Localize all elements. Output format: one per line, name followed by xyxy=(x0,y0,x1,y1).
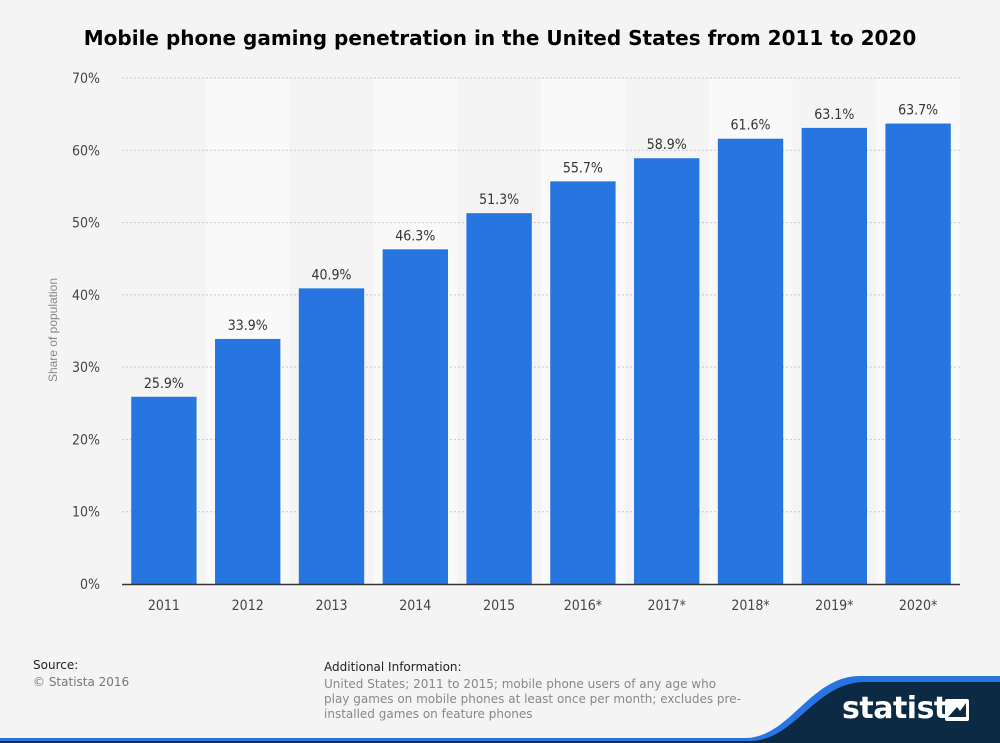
y-tick-label: 30% xyxy=(72,360,100,376)
chart-title: Mobile phone gaming penetration in the U… xyxy=(83,26,917,50)
bar-2019* xyxy=(801,127,867,585)
bar-value-label: 40.9% xyxy=(311,267,351,283)
y-tick-label: 50% xyxy=(72,216,100,232)
bar-2016* xyxy=(550,181,616,584)
bar-2017* xyxy=(634,158,700,585)
bars xyxy=(131,123,951,585)
bar-value-label: 33.9% xyxy=(228,318,268,334)
y-tick-label: 70% xyxy=(72,71,100,87)
bar-value-labels: 25.9% 33.9% 40.9% 46.3% 51.3% 55.7% 58.9% 61.6%… xyxy=(144,103,938,392)
bar-2015 xyxy=(466,213,532,584)
bar-value-label: 46.3% xyxy=(395,228,435,244)
source-label: Source: xyxy=(33,658,79,672)
additional-info-label: Additional Information: xyxy=(324,660,462,674)
bar-2013 xyxy=(298,288,365,584)
brand-dark-band xyxy=(0,682,1000,743)
x-tick-label: 2014 xyxy=(399,598,431,614)
bar-2018* xyxy=(717,138,784,584)
x-tick-label: 2019* xyxy=(815,598,853,614)
bar-2014 xyxy=(382,249,448,584)
y-axis-title: Share of population xyxy=(46,278,60,382)
bar-2020* xyxy=(885,123,951,584)
bar-value-label: 25.9% xyxy=(144,376,184,392)
bar-chart: 25.9% 33.9% 40.9% 46.3% 51.3% 55.7% 58.9% 61.6%… xyxy=(46,71,960,614)
bar-2011 xyxy=(131,396,197,584)
y-tick-label: 0% xyxy=(80,577,100,593)
y-tick-label: 60% xyxy=(72,143,100,159)
x-tick-label: 2015 xyxy=(483,598,515,614)
bar-2012 xyxy=(215,338,281,584)
y-tick-label: 10% xyxy=(72,505,100,521)
y-tick-label: 40% xyxy=(72,288,100,304)
x-tick-label: 2011 xyxy=(148,598,180,614)
bar-value-label: 63.1% xyxy=(814,107,854,123)
source-text: © Statista 2016 xyxy=(33,675,130,689)
x-tick-label: 2016* xyxy=(564,598,602,614)
bar-value-label: 55.7% xyxy=(563,160,603,176)
x-tick-label: 2018* xyxy=(731,598,769,614)
x-tick-label: 2013 xyxy=(315,598,347,614)
x-tick-label: 2017* xyxy=(648,598,686,614)
bar-value-label: 58.9% xyxy=(647,137,687,153)
x-tick-label: 2012 xyxy=(232,598,264,614)
x-axis-ticks: 2011 2012 2013 2014 2015 2016* 2017* 2018* 2019*… xyxy=(148,598,937,614)
x-tick-label: 2020* xyxy=(899,598,937,614)
bar-value-label: 51.3% xyxy=(479,192,519,208)
y-tick-label: 20% xyxy=(72,432,100,448)
y-axis-ticks: 0% 10% 20% 30% 40% 50% 60% 70% xyxy=(72,71,100,593)
bar-value-label: 63.7% xyxy=(898,103,938,119)
bar-value-label: 61.6% xyxy=(730,118,770,134)
additional-info-text: United States; 2011 to 2015; mobile phon… xyxy=(324,677,741,721)
statista-logo-icon xyxy=(945,699,969,721)
